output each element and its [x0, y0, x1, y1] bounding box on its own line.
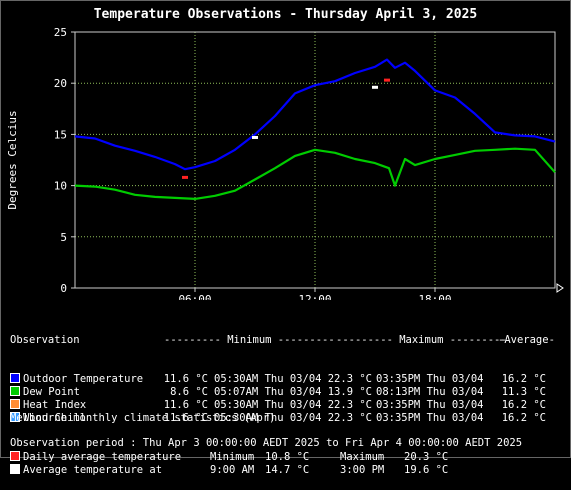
row-min-time: 05:07AM Thu 03/04	[214, 386, 322, 398]
climate-row-name: Average temperature at	[23, 464, 163, 476]
climate-marker	[384, 78, 390, 82]
grid-lines	[75, 32, 555, 288]
climate-swatch	[10, 464, 20, 474]
legend-swatch	[10, 373, 20, 383]
legend-swatch	[10, 386, 20, 396]
row-min: 8.6 °C	[170, 386, 208, 398]
observation-period: Observation period : Thu Apr 3 00:00:00 …	[10, 437, 523, 449]
row-max: 22.3 °C	[327, 399, 372, 411]
y-tick-label: 0	[60, 282, 67, 295]
climate-marker	[182, 175, 188, 179]
y-tick-label: 10	[54, 180, 67, 193]
climate-marker	[372, 85, 378, 89]
y-axis-label: Degrees Celcius	[6, 110, 19, 209]
row-max: 22.3 °C	[327, 412, 372, 424]
climate-b-value: 19.6 °C	[404, 464, 449, 476]
climate-row-name: Daily average temperature	[23, 451, 182, 463]
row-average: 16.2 °C	[501, 373, 546, 385]
row-min-time: 05:30AM Thu 03/04	[214, 399, 322, 411]
x-tick-label: 12:00	[298, 293, 331, 300]
row-average: 11.3 °C	[501, 386, 546, 398]
row-max: 22.3 °C	[327, 373, 372, 385]
temperature-chart: 0 5 10 15 20 25 06:00 12:00 18:00 Degrees Celci…	[6, 26, 564, 300]
chart-title: Temperature Observations - Thursday Apri…	[93, 7, 478, 22]
climate-title: Melbourne monthly climate statistics (Ap…	[10, 412, 276, 424]
row-max-time: 03:35PM Thu 03/04	[376, 399, 484, 411]
row-name: Wind Chill	[23, 412, 87, 424]
row-max: 13.9 °C	[327, 386, 372, 398]
header-minimum: --------- Minimum ---------	[164, 334, 335, 346]
header-observation: Observation	[10, 334, 80, 346]
row-average: 16.2 °C	[501, 399, 546, 411]
statistics-table: Observation --------- Minimum --------- …	[10, 308, 555, 438]
table-row: Heat Index 11.6 °C 05:30AM Thu 03/04 22.3 °…	[10, 399, 546, 412]
climate-row: Average temperature at 9:00 AM 14.7 °C 3:00…	[10, 464, 448, 477]
row-min: 11.6 °C	[163, 412, 208, 424]
header-average: -Average-	[498, 334, 555, 346]
x-tick-label: 06:00	[178, 293, 211, 300]
climate-a-label: 9:00 AM	[210, 464, 255, 476]
series-line-outdoor-temperature	[74, 58, 556, 171]
climate-b-label: 3:00 PM	[340, 464, 385, 476]
climate-a-value: 14.7 °C	[265, 464, 310, 476]
table-row: Dew Point 8.6 °C 05:07AM Thu 03/04 13.9 °C 0…	[10, 386, 546, 399]
climate-marker	[252, 135, 258, 139]
table-row: Outdoor Temperature 11.6 °C 05:30AM Thu 03…	[10, 373, 546, 386]
row-name: Outdoor Temperature	[23, 373, 144, 385]
y-tick-label: 25	[54, 26, 67, 39]
row-min-time: 05:30AM Thu 03/04	[214, 373, 322, 385]
legend-swatch	[10, 412, 20, 422]
y-axis-ticks: 0 5 10 15 20 25	[54, 26, 75, 295]
y-tick-label: 5	[60, 231, 67, 244]
table-row: Wind Chill 11.6 °C 05:30AM Thu 03/04 22.3 °…	[10, 412, 546, 425]
legend-swatch	[10, 399, 20, 409]
table-header: Observation --------- Minimum --------- …	[10, 334, 555, 347]
row-max-time: 08:13PM Thu 03/04	[376, 386, 484, 398]
series-line-dew-point	[74, 147, 556, 200]
x-axis-ticks: 06:00 12:00 18:00	[178, 288, 452, 300]
plot-area-border	[74, 31, 556, 289]
y-tick-label: 15	[54, 128, 67, 141]
x-axis-arrow-icon	[556, 283, 564, 293]
row-name: Dew Point	[23, 386, 80, 398]
row-max-time: 03:35PM Thu 03/04	[376, 373, 484, 385]
row-min: 11.6 °C	[163, 399, 208, 411]
row-min: 11.6 °C	[163, 373, 208, 385]
series-lines	[74, 58, 556, 200]
header-maximum: --------- Maximum ---------	[336, 334, 507, 346]
row-name: Heat Index	[23, 399, 87, 411]
row-min-time: 05:30AM Thu 03/04	[214, 412, 322, 424]
row-average: 16.2 °C	[501, 412, 546, 424]
climate-markers	[182, 78, 390, 179]
row-max-time: 03:35PM Thu 03/04	[376, 412, 484, 424]
chart-frame	[0, 0, 571, 458]
x-tick-label: 18:00	[418, 293, 451, 300]
climate-swatch	[10, 451, 20, 461]
y-tick-label: 20	[54, 77, 67, 90]
